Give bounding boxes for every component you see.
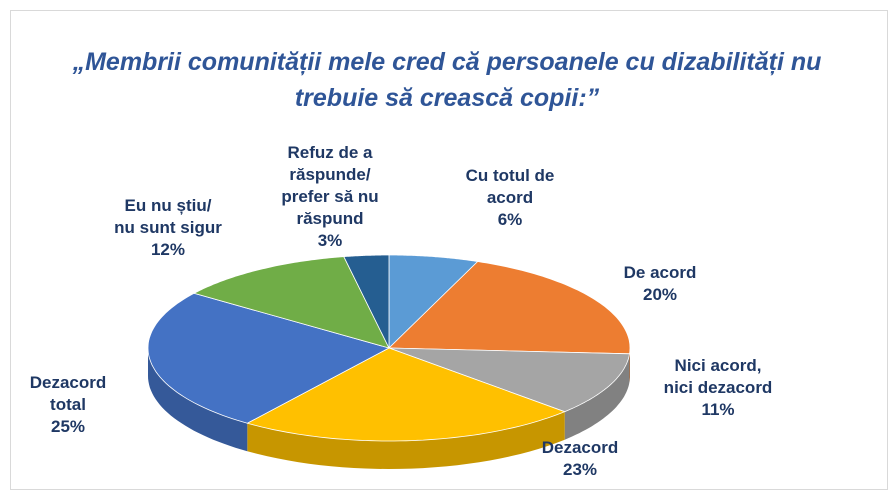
slice (388, 261, 631, 355)
slice (388, 254, 479, 349)
category-label: Nici acord, nici dezacord (663, 356, 773, 397)
data-label: Nici acord, nici dezacord 11% (664, 355, 773, 421)
chart-title: „Membrii comunității mele cred că persoa… (72, 48, 822, 112)
slice-side (247, 411, 565, 469)
data-label: De acord 20% (624, 262, 697, 306)
value-label: 20% (642, 285, 678, 304)
value-label: 12% (150, 240, 186, 259)
slice-side (148, 348, 248, 452)
data-label: Dezacord total 25% (30, 372, 107, 438)
slice-side (629, 348, 630, 382)
slice (147, 292, 391, 424)
category-label: Dezacord (541, 438, 619, 457)
data-label: Dezacord 23% (542, 437, 619, 481)
value-label: 3% (317, 231, 343, 250)
slice (192, 256, 390, 349)
slice (246, 347, 566, 442)
category-label: De acord (623, 263, 697, 282)
category-label: Eu nu știu/ nu sunt sigur (114, 196, 222, 237)
slice-side (564, 353, 630, 440)
value-label: 6% (497, 210, 523, 229)
category-label: Refuz de a răspunde/ prefer să nu răspun… (281, 143, 379, 228)
slice (343, 254, 390, 349)
value-label: 11% (701, 400, 735, 419)
category-label: Dezacord total (29, 373, 107, 414)
data-label: Cu totul de acord 6% (466, 165, 555, 231)
category-label: Cu totul de acord (465, 166, 555, 207)
value-label: 25% (50, 417, 86, 436)
data-label: Refuz de a răspunde/ prefer să nu răspun… (281, 142, 378, 252)
data-label: Eu nu știu/ nu sunt sigur 12% (114, 195, 222, 261)
slice (388, 347, 630, 413)
value-label: 23% (562, 460, 598, 479)
